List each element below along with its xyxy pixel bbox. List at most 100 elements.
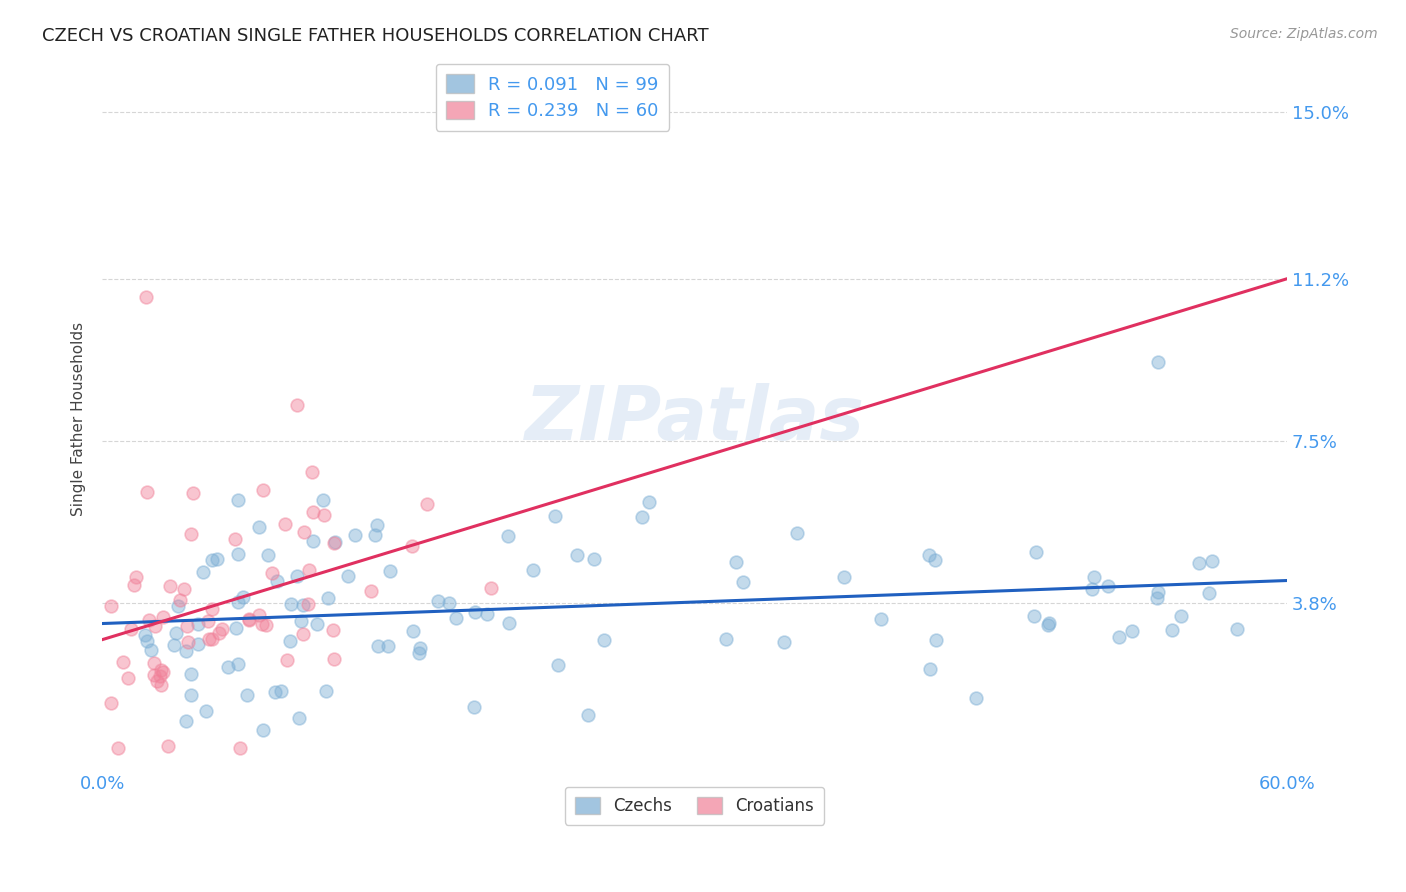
Y-axis label: Single Father Households: Single Father Households	[72, 322, 86, 516]
Point	[264, 685, 287, 699]
Point	[416, 497, 439, 511]
Point	[252, 723, 274, 737]
Point	[254, 618, 277, 632]
Point	[136, 633, 159, 648]
Point	[315, 684, 337, 698]
Point	[366, 517, 388, 532]
Legend: Czechs, Croatians: Czechs, Croatians	[565, 787, 824, 825]
Point	[252, 483, 274, 497]
Point	[965, 690, 987, 705]
Point	[377, 639, 399, 653]
Point	[150, 663, 173, 677]
Point	[117, 671, 139, 685]
Point	[163, 638, 186, 652]
Point	[475, 607, 498, 621]
Point	[360, 584, 382, 599]
Point	[402, 624, 425, 639]
Point	[181, 486, 204, 500]
Point	[401, 540, 423, 554]
Point	[444, 611, 467, 625]
Point	[918, 548, 941, 562]
Point	[336, 569, 359, 583]
Point	[593, 633, 616, 648]
Point	[565, 548, 588, 562]
Point	[276, 653, 298, 667]
Point	[177, 635, 200, 649]
Point	[187, 638, 209, 652]
Point	[256, 548, 278, 562]
Point	[316, 591, 339, 605]
Point	[1108, 630, 1130, 644]
Point	[305, 617, 328, 632]
Point	[1147, 355, 1170, 369]
Point	[1201, 554, 1223, 568]
Point	[733, 574, 755, 589]
Point	[582, 552, 605, 566]
Point	[280, 597, 302, 611]
Point	[479, 582, 502, 596]
Point	[496, 529, 519, 543]
Point	[834, 570, 856, 584]
Point	[1198, 586, 1220, 600]
Point	[198, 632, 221, 646]
Point	[1121, 624, 1143, 639]
Point	[152, 610, 174, 624]
Point	[134, 628, 156, 642]
Point	[260, 566, 283, 580]
Point	[301, 465, 323, 479]
Point	[1080, 582, 1102, 597]
Point	[100, 599, 122, 613]
Point	[228, 657, 250, 672]
Point	[191, 565, 214, 579]
Point	[498, 616, 520, 631]
Point	[232, 590, 254, 604]
Point	[322, 536, 344, 550]
Point	[522, 563, 544, 577]
Point	[409, 641, 432, 656]
Point	[297, 597, 319, 611]
Point	[1147, 584, 1170, 599]
Point	[437, 596, 460, 610]
Point	[426, 594, 449, 608]
Point	[146, 673, 169, 688]
Point	[322, 623, 344, 637]
Point	[176, 619, 198, 633]
Point	[870, 612, 893, 626]
Point	[125, 570, 148, 584]
Point	[238, 614, 260, 628]
Point	[174, 714, 197, 729]
Point	[288, 711, 311, 725]
Point	[274, 517, 297, 532]
Point	[285, 569, 308, 583]
Point	[301, 504, 323, 518]
Point	[1170, 609, 1192, 624]
Point	[924, 553, 946, 567]
Point	[1036, 617, 1059, 632]
Text: CZECH VS CROATIAN SINGLE FATHER HOUSEHOLDS CORRELATION CHART: CZECH VS CROATIAN SINGLE FATHER HOUSEHOL…	[42, 27, 709, 45]
Point	[143, 667, 166, 681]
Point	[205, 552, 228, 566]
Point	[298, 564, 321, 578]
Text: Source: ZipAtlas.com: Source: ZipAtlas.com	[1230, 27, 1378, 41]
Point	[149, 669, 172, 683]
Point	[1083, 570, 1105, 584]
Point	[238, 612, 260, 626]
Point	[292, 525, 315, 540]
Point	[152, 665, 174, 679]
Point	[165, 626, 187, 640]
Point	[247, 607, 270, 622]
Point	[920, 662, 942, 676]
Point	[224, 532, 246, 546]
Point	[226, 547, 249, 561]
Point	[174, 643, 197, 657]
Point	[576, 708, 599, 723]
Point	[197, 615, 219, 629]
Point	[925, 633, 948, 648]
Point	[247, 519, 270, 533]
Point	[180, 688, 202, 702]
Point	[1025, 545, 1047, 559]
Point	[367, 639, 389, 653]
Point	[225, 621, 247, 635]
Point	[135, 484, 157, 499]
Point	[408, 647, 430, 661]
